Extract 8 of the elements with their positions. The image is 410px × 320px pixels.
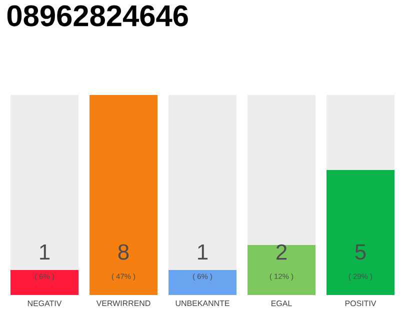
data-label: 5 bbox=[355, 244, 366, 260]
data-label: 1 bbox=[40, 244, 50, 260]
bar bbox=[168, 270, 236, 295]
data-label: 8 bbox=[118, 244, 129, 260]
chart-title: 08962824646 bbox=[7, 5, 188, 26]
data-label: 1 bbox=[198, 244, 208, 260]
bar bbox=[10, 270, 78, 295]
data-label: 2 bbox=[276, 244, 286, 260]
